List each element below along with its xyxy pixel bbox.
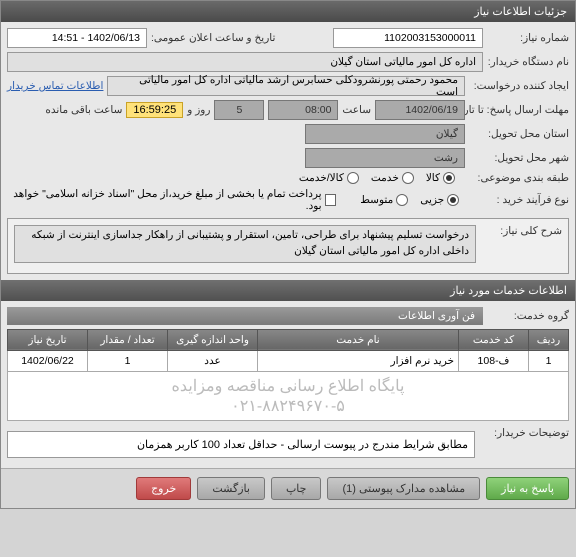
buyer-notes-box: مطابق شرایط مندرج در پیوست ارسالی - حداق… <box>7 431 475 458</box>
requester-field: محمود رحمتی پورنشرودکلی حسابرس ارشد مالی… <box>107 76 465 96</box>
cell-qty: 1 <box>88 350 168 371</box>
summary-box: شرح کلی نیاز: درخواست تسلیم پیشنهاد برای… <box>7 218 569 274</box>
watermark-row: پایگاه اطلاع رسانی مناقصه ومزایده ۰۲۱-۸۸… <box>8 371 569 420</box>
col-date: تاریخ نیاز <box>8 329 88 350</box>
city-field: رشت <box>305 148 465 168</box>
respond-button[interactable]: پاسخ به نیاز <box>486 477 569 500</box>
services-sub-label: گروه خدمت: <box>487 310 569 322</box>
exit-button[interactable]: خروج <box>136 477 191 500</box>
buyer-notes-label: توضیحات خریدار: <box>479 427 569 439</box>
table-row[interactable]: 1 ف-108 خرید نرم افزار عدد 1 1402/06/22 <box>8 350 569 371</box>
col-code: کد خدمت <box>459 329 529 350</box>
days-field: 5 <box>214 100 264 120</box>
category-label: طبقه بندی موضوعی: <box>459 172 569 184</box>
deadline-date: 1402/06/19 <box>375 100 465 120</box>
radio-partial-icon <box>447 194 459 206</box>
watermark-text: پایگاه اطلاع رسانی مناقصه ومزایده ۰۲۱-۸۸… <box>8 371 569 420</box>
titlebar: جزئیات اطلاعات نیاز <box>1 1 575 22</box>
radio-goods-icon <box>443 172 455 184</box>
print-button[interactable]: چاپ <box>271 477 322 500</box>
days-label: روز و <box>187 104 210 116</box>
province-label: استان محل تحویل: <box>469 128 569 140</box>
content-area: شماره نیاز: 1102003153000011 تاریخ و ساع… <box>1 22 575 468</box>
back-button[interactable]: بازگشت <box>197 477 265 500</box>
cell-code: ف-108 <box>459 350 529 371</box>
window-title: جزئیات اطلاعات نیاز <box>474 6 567 18</box>
radio-service-label: خدمت <box>371 172 399 184</box>
city-label: شهر محل تحویل: <box>469 152 569 164</box>
province-field: گیلان <box>305 124 465 144</box>
cell-idx: 1 <box>529 350 569 371</box>
col-name: نام خدمت <box>258 329 459 350</box>
radio-medium-label: متوسط <box>360 194 393 206</box>
need-no-field: 1102003153000011 <box>333 28 483 48</box>
contact-link[interactable]: اطلاعات تماس خریدار <box>7 80 103 92</box>
payment-checkbox-icon <box>325 194 337 206</box>
summary-label: شرح کلی نیاز: <box>480 225 562 237</box>
col-idx: ردیف <box>529 329 569 350</box>
announce-field: 1402/06/13 - 14:51 <box>7 28 147 48</box>
col-qty: تعداد / مقدار <box>88 329 168 350</box>
payment-check[interactable]: پرداخت تمام یا بخشی از مبلغ خرید،از محل … <box>7 188 336 212</box>
cell-name: خرید نرم افزار <box>258 350 459 371</box>
buyer-org-field: اداره کل امور مالیاتی استان گیلان <box>7 52 483 72</box>
time-label-1: ساعت <box>342 104 371 116</box>
radio-goods[interactable]: کالا <box>426 172 455 184</box>
button-bar: پاسخ به نیاز مشاهده مدارک پیوستی (1) چاپ… <box>1 468 575 508</box>
buyer-notes-text: مطابق شرایط مندرج در پیوست ارسالی - حداق… <box>137 439 468 451</box>
attachments-button[interactable]: مشاهده مدارک پیوستی (1) <box>327 477 480 500</box>
remaining-label: ساعت باقی مانده <box>45 104 122 116</box>
radio-both-icon <box>347 172 359 184</box>
radio-service-icon <box>402 172 414 184</box>
window: جزئیات اطلاعات نیاز شماره نیاز: 11020031… <box>0 0 576 509</box>
deadline-label: مهلت ارسال پاسخ: تا تاریخ: <box>469 104 569 116</box>
radio-medium[interactable]: متوسط <box>360 194 408 206</box>
radio-medium-icon <box>396 194 408 206</box>
cell-date: 1402/06/22 <box>8 350 88 371</box>
radio-both-label: کالا/خدمت <box>299 172 344 184</box>
radio-goods-label: کالا <box>426 172 440 184</box>
process-radio-group: جزیی متوسط <box>360 194 459 206</box>
services-header: اطلاعات خدمات مورد نیاز <box>1 280 575 301</box>
radio-both[interactable]: کالا/خدمت <box>299 172 359 184</box>
payment-note: پرداخت تمام یا بخشی از مبلغ خرید،از محل … <box>7 188 322 212</box>
cell-unit: عدد <box>168 350 258 371</box>
countdown-timer: 16:59:25 <box>126 102 183 118</box>
requester-label: ایجاد کننده درخواست: <box>469 80 569 92</box>
table-header-row: ردیف کد خدمت نام خدمت واحد اندازه گیری ت… <box>8 329 569 350</box>
buyer-org-label: نام دستگاه خریدار: <box>487 56 569 68</box>
category-radio-group: کالا خدمت کالا/خدمت <box>299 172 455 184</box>
services-table: ردیف کد خدمت نام خدمت واحد اندازه گیری ت… <box>7 329 569 421</box>
need-no-label: شماره نیاز: <box>487 32 569 44</box>
radio-service[interactable]: خدمت <box>371 172 414 184</box>
radio-partial[interactable]: جزیی <box>420 194 459 206</box>
it-group: فن آوری اطلاعات <box>7 307 483 325</box>
process-label: نوع فرآیند خرید : <box>463 194 569 206</box>
deadline-time: 08:00 <box>268 100 338 120</box>
summary-field: درخواست تسلیم پیشنهاد برای طراحی، تامین،… <box>14 225 476 263</box>
announce-label: تاریخ و ساعت اعلان عمومی: <box>151 32 275 44</box>
col-unit: واحد اندازه گیری <box>168 329 258 350</box>
radio-partial-label: جزیی <box>420 194 444 206</box>
